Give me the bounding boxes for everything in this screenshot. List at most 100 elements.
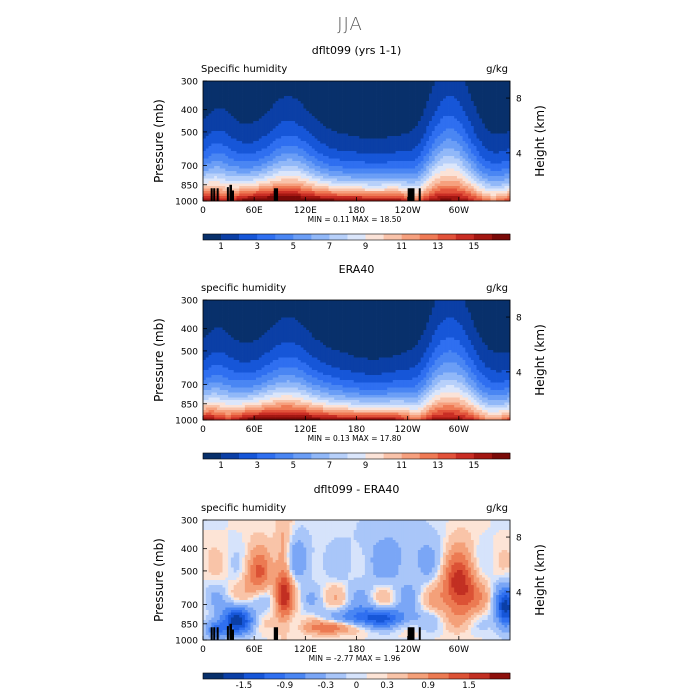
heatmap-cell	[228, 91, 232, 94]
heatmap-cell	[342, 168, 346, 172]
heatmap-cell	[451, 96, 455, 99]
heatmap-cell	[501, 171, 505, 174]
heatmap-cell	[487, 106, 491, 109]
heatmap-cell	[370, 106, 374, 109]
heatmap-cell	[325, 186, 329, 189]
heatmap-cell	[331, 113, 335, 117]
heatmap-cell	[501, 96, 505, 99]
heatmap-cell	[392, 156, 396, 159]
heatmap-cell	[420, 111, 424, 114]
heatmap-cell	[501, 138, 505, 142]
heatmap-cell	[389, 103, 394, 107]
heatmap-cell	[403, 83, 408, 87]
heatmap-cell	[412, 96, 416, 99]
heatmap-cell	[242, 133, 246, 137]
heatmap-cell	[359, 166, 363, 169]
heatmap-cell	[320, 161, 324, 164]
heatmap-cell	[253, 133, 257, 137]
heatmap-cell	[320, 171, 324, 174]
heatmap-cell	[362, 181, 366, 184]
heatmap-cell	[423, 143, 427, 147]
heatmap-cell	[392, 133, 396, 137]
heatmap-cell	[295, 113, 299, 117]
heatmap-cell	[267, 111, 271, 114]
heatmap-cell	[317, 193, 321, 197]
heatmap-cell	[311, 113, 315, 117]
heatmap-cell	[389, 148, 394, 152]
heatmap-cell	[339, 188, 343, 192]
heatmap-cell	[336, 81, 341, 84]
heatmap-cell	[440, 131, 444, 134]
heatmap-cell	[320, 106, 324, 109]
heatmap-cell	[286, 83, 290, 87]
heatmap-cell	[325, 93, 329, 97]
heatmap-cell	[350, 148, 355, 152]
heatmap-cell	[496, 98, 500, 102]
heatmap-cell	[283, 101, 288, 104]
heatmap-cell	[426, 91, 430, 94]
heatmap-cell	[208, 128, 212, 132]
heatmap-cell	[454, 181, 458, 184]
heatmap-cell	[473, 143, 477, 147]
heatmap-cell	[233, 193, 237, 197]
heatmap-cell	[403, 106, 408, 109]
heatmap-cell	[356, 93, 360, 97]
heatmap-cell	[387, 133, 391, 137]
heatmap-cell	[283, 118, 288, 122]
heatmap-cell	[401, 136, 405, 139]
heatmap-cell	[373, 183, 377, 187]
heatmap-cell	[437, 128, 441, 132]
heatmap-cell	[339, 151, 343, 154]
heatmap-cell	[496, 131, 500, 134]
heatmap-cell	[239, 186, 243, 189]
heatmap-cell	[278, 181, 282, 184]
heatmap-cell	[370, 143, 374, 147]
heatmap-cell	[465, 138, 469, 142]
heatmap-cell	[286, 168, 290, 172]
heatmap-cell	[236, 146, 240, 149]
heatmap-cell	[484, 176, 489, 179]
heatmap-cell	[498, 188, 502, 192]
heatmap-cell	[395, 91, 399, 94]
heatmap-cell	[496, 88, 500, 92]
heatmap-cell	[501, 173, 505, 177]
heatmap-cell	[311, 123, 315, 127]
heatmap-cell	[239, 178, 243, 182]
heatmap-cell	[493, 191, 497, 194]
heatmap-cell	[398, 111, 402, 114]
heatmap-cell	[342, 86, 346, 89]
heatmap-cell	[473, 123, 477, 127]
heatmap-cell	[356, 106, 360, 109]
heatmap-cell	[348, 113, 352, 117]
heatmap-cell	[348, 191, 352, 194]
heatmap-cell	[362, 111, 366, 114]
heatmap-cell	[384, 93, 388, 97]
heatmap-cell	[406, 93, 410, 97]
heatmap-cell	[370, 81, 374, 84]
heatmap-cell	[454, 136, 458, 139]
heatmap-cell	[317, 86, 321, 89]
heatmap-cell	[244, 158, 248, 162]
heatmap-cell	[233, 171, 237, 174]
heatmap-cell	[496, 133, 500, 137]
heatmap-cell	[490, 111, 494, 114]
heatmap-cell	[289, 138, 293, 142]
heatmap-cell	[286, 93, 290, 97]
heatmap-cell	[219, 156, 223, 159]
heatmap-cell	[281, 116, 285, 119]
heatmap-cell	[242, 166, 246, 169]
heatmap-cell	[448, 83, 452, 87]
heatmap-cell	[306, 96, 310, 99]
heatmap-cell	[281, 108, 285, 112]
heatmap-cell	[222, 91, 226, 94]
heatmap-cell	[233, 88, 237, 92]
heatmap-cell	[454, 158, 458, 162]
heatmap-cell	[456, 151, 461, 154]
heatmap-cell	[468, 161, 472, 164]
heatmap-cell	[415, 131, 419, 134]
heatmap-cell	[342, 83, 346, 87]
heatmap-cell	[303, 113, 307, 117]
heatmap-cell	[236, 128, 240, 132]
heatmap-cell	[323, 156, 327, 159]
heatmap-cell	[448, 86, 452, 89]
